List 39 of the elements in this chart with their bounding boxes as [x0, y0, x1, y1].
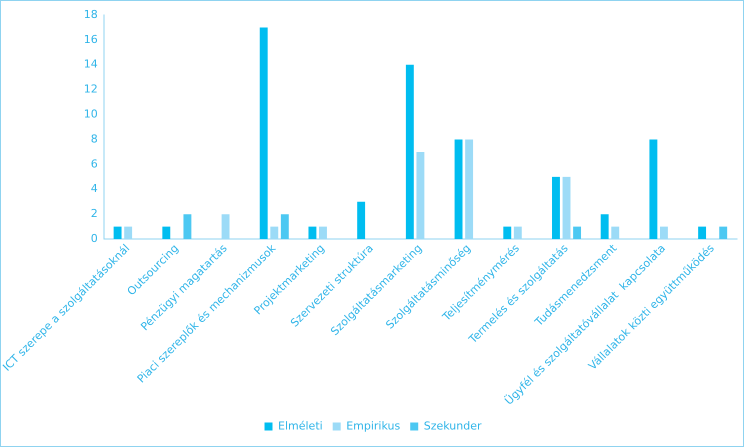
- bar: [454, 140, 463, 240]
- y-tick-label: 0: [90, 232, 98, 245]
- bar: [222, 214, 230, 240]
- bar: [183, 214, 192, 240]
- bar: [416, 152, 424, 240]
- y-tick-label: 10: [84, 107, 98, 120]
- bar: [698, 226, 706, 240]
- bar: [719, 226, 728, 240]
- bar: [562, 176, 570, 240]
- bar: [611, 226, 620, 240]
- bar: [649, 140, 658, 240]
- legend-label: Elméleti: [278, 419, 323, 432]
- bar: [270, 226, 278, 240]
- legend-label: Empirikus: [346, 419, 400, 432]
- y-tick-label: 4: [90, 182, 98, 196]
- y-tick-label: 18: [84, 8, 98, 21]
- bar: [552, 176, 560, 240]
- bar: [503, 226, 512, 240]
- bar: [660, 226, 668, 240]
- y-tick-label: 12: [84, 82, 98, 96]
- bar: [514, 226, 522, 240]
- bar: [465, 140, 474, 240]
- bar: [600, 214, 609, 240]
- bar: [319, 226, 327, 240]
- y-tick-label: 16: [84, 32, 98, 46]
- bar: [162, 226, 170, 240]
- bar: [114, 226, 122, 240]
- bar: [260, 27, 268, 240]
- bar: [406, 64, 414, 240]
- bar: [124, 226, 132, 240]
- bar: [573, 226, 582, 240]
- y-tick-label: 14: [84, 58, 98, 71]
- y-tick-label: 6: [90, 157, 98, 170]
- bar: [308, 226, 316, 240]
- legend-label: Szekunder: [424, 419, 482, 432]
- y-tick-label: 8: [90, 132, 98, 146]
- bar: [357, 202, 366, 240]
- bar: [280, 214, 289, 240]
- y-tick-label: 2: [90, 207, 98, 220]
